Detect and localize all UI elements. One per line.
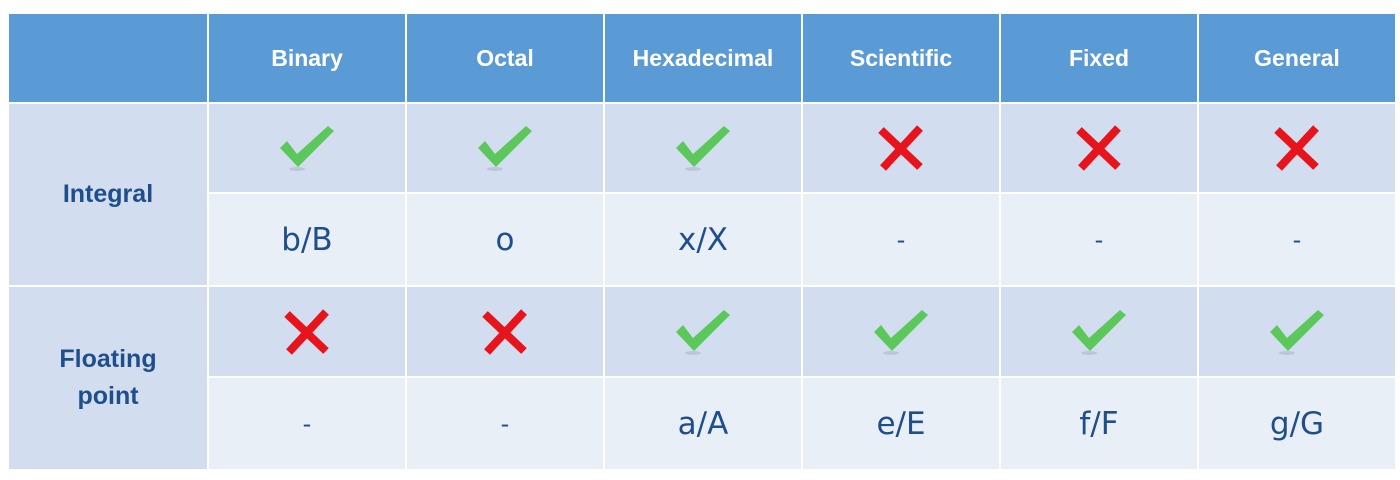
support-cell xyxy=(209,287,405,376)
column-header-scientific: Scientific xyxy=(803,14,999,102)
format-code-cell: e/E xyxy=(803,378,999,469)
support-cell xyxy=(1001,104,1197,192)
column-header-fixed: Fixed xyxy=(1001,14,1197,102)
support-cell xyxy=(407,104,603,192)
row-header-integral: Integral xyxy=(9,104,207,285)
support-cell xyxy=(605,104,801,192)
format-code-cell: g/G xyxy=(1199,378,1395,469)
column-header-hexadecimal: Hexadecimal xyxy=(605,14,801,102)
format-code-cell: b/B xyxy=(209,194,405,285)
column-header-binary: Binary xyxy=(209,14,405,102)
check-icon xyxy=(1072,309,1126,355)
cross-icon xyxy=(878,125,923,171)
row-label-line: Integral xyxy=(62,180,154,208)
check-icon xyxy=(676,126,730,171)
support-cell xyxy=(407,287,603,376)
check-icon xyxy=(280,126,334,171)
format-code-cell: - xyxy=(1199,194,1395,285)
support-cell xyxy=(1001,287,1197,376)
support-cell xyxy=(803,104,999,192)
format-code-cell: - xyxy=(1001,194,1197,285)
check-icon xyxy=(874,309,928,355)
format-code-cell: x/X xyxy=(605,194,801,285)
cross-icon xyxy=(482,308,527,355)
row-header-floating-point: Floating point xyxy=(9,287,207,469)
format-code-cell: f/F xyxy=(1001,378,1197,469)
format-code-cell: - xyxy=(803,194,999,285)
column-header-octal: Octal xyxy=(407,14,603,102)
format-code-cell: - xyxy=(407,378,603,469)
check-icon xyxy=(676,309,730,355)
cross-icon xyxy=(1076,125,1121,171)
support-cell xyxy=(803,287,999,376)
format-support-table: Binary Octal Hexadecimal Scientific Fixe… xyxy=(9,14,1395,470)
row-label-line: Floating xyxy=(59,345,157,373)
support-cell xyxy=(1199,287,1395,376)
column-header-general: General xyxy=(1199,14,1395,102)
corner-header-cell xyxy=(9,14,207,102)
check-icon xyxy=(1270,309,1324,355)
cross-icon xyxy=(1274,125,1319,171)
format-code-cell: - xyxy=(209,378,405,469)
support-cell xyxy=(1199,104,1395,192)
format-code-cell: o xyxy=(407,194,603,285)
support-cell xyxy=(605,287,801,376)
format-code-cell: a/A xyxy=(605,378,801,469)
cross-icon xyxy=(284,308,329,355)
row-label-line: point xyxy=(77,382,139,410)
check-icon xyxy=(478,126,532,171)
support-cell xyxy=(209,104,405,192)
